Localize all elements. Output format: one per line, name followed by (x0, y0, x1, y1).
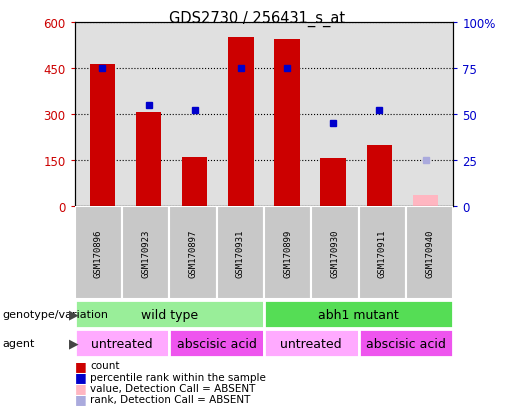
Bar (90, 65, 115, 206)
Bar (274, 40, 300, 206)
Text: rank, Detection Call = ABSENT: rank, Detection Call = ABSENT (90, 394, 250, 404)
Text: abh1 mutant: abh1 mutant (318, 308, 399, 321)
Text: abscisic acid: abscisic acid (177, 337, 256, 350)
Bar (413, 196, 438, 206)
Text: wild type: wild type (141, 308, 198, 321)
Bar (367, 145, 392, 206)
Bar (358, 206, 406, 299)
Bar (122, 206, 169, 299)
Text: ■: ■ (75, 359, 87, 372)
Text: GSM170940: GSM170940 (425, 229, 434, 277)
Text: GSM170923: GSM170923 (141, 229, 150, 277)
Bar (264, 206, 311, 299)
Bar (320, 159, 346, 206)
Bar (75, 300, 264, 328)
Text: abscisic acid: abscisic acid (366, 337, 446, 350)
Bar (217, 206, 264, 299)
Bar (75, 329, 169, 357)
Text: ■: ■ (75, 370, 87, 383)
Bar (264, 329, 358, 357)
Bar (169, 206, 217, 299)
Text: untreated: untreated (281, 337, 342, 350)
Text: agent: agent (3, 338, 35, 348)
Bar (182, 157, 208, 206)
Text: GSM170897: GSM170897 (188, 229, 197, 277)
Text: GSM170931: GSM170931 (236, 229, 245, 277)
Text: GSM170899: GSM170899 (283, 229, 292, 277)
Text: percentile rank within the sample: percentile rank within the sample (90, 372, 266, 382)
Text: GSM170930: GSM170930 (331, 229, 339, 277)
Text: ▶: ▶ (68, 337, 78, 350)
Bar (358, 329, 453, 357)
Text: GDS2730 / 256431_s_at: GDS2730 / 256431_s_at (169, 10, 346, 26)
Bar (311, 206, 358, 299)
Bar (169, 329, 264, 357)
Bar (264, 300, 453, 328)
Bar (75, 206, 122, 299)
Text: ■: ■ (75, 392, 87, 406)
Text: ▶: ▶ (68, 308, 78, 321)
Text: count: count (90, 361, 119, 370)
Bar (228, 38, 253, 207)
Text: value, Detection Call = ABSENT: value, Detection Call = ABSENT (90, 383, 255, 393)
Text: GSM170911: GSM170911 (377, 229, 387, 277)
Bar (136, 113, 161, 206)
Text: ■: ■ (75, 381, 87, 394)
Text: genotype/variation: genotype/variation (3, 309, 109, 319)
Text: GSM170896: GSM170896 (94, 229, 103, 277)
Text: untreated: untreated (91, 337, 153, 350)
Bar (406, 206, 453, 299)
